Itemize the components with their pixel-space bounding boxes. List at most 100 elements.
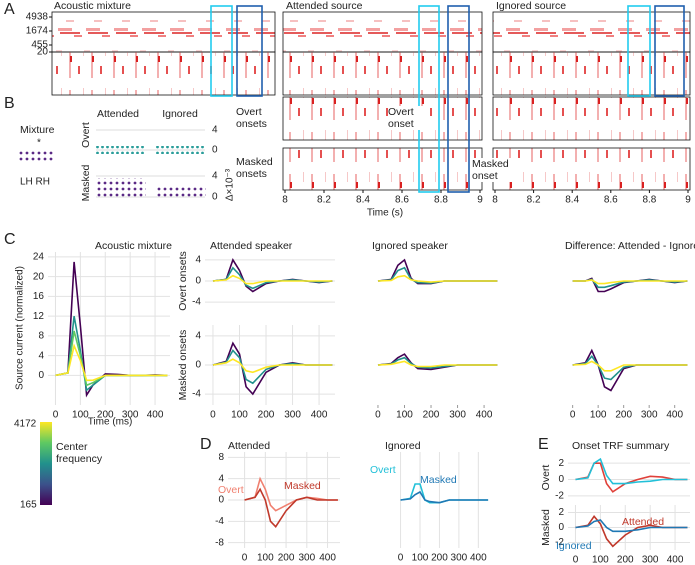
- x-tick-label: 0: [53, 410, 59, 421]
- x-tick-label: 200: [97, 410, 114, 421]
- y-tick-label: 24: [33, 252, 45, 263]
- chart-title: Difference: Attended - Ignored: [565, 240, 695, 252]
- panel-title: Acoustic mixture: [54, 0, 131, 12]
- y-tick-label: 0: [195, 276, 201, 287]
- x-tick-label: 100: [592, 555, 609, 565]
- chart-title: Ignored: [385, 440, 421, 452]
- x-tick-label: 0: [573, 555, 579, 565]
- series-line: [55, 330, 168, 387]
- y-axis-label: Overt onsets: [177, 251, 189, 311]
- y-tick-label: 2: [558, 458, 564, 469]
- x-tick-label: 0: [210, 410, 216, 421]
- x-tick-label: 300: [449, 410, 466, 421]
- y-axis-label: Source current (normalized): [15, 266, 26, 390]
- x-tick-label: 0: [398, 553, 404, 564]
- series-label: Overt: [218, 484, 244, 496]
- x-tick-label: 400: [470, 553, 487, 564]
- y-tick-label: 2: [558, 507, 564, 518]
- x-axis-label: Time (ms): [88, 417, 133, 428]
- y-axis-label: Δ×10⁻³: [225, 168, 236, 201]
- series-label: Overt: [370, 464, 396, 476]
- y-tick-label: 12: [33, 311, 45, 322]
- y-tick-label: 455: [31, 40, 48, 51]
- y-tick-label: 4938: [26, 12, 49, 23]
- dots: [96, 178, 146, 198]
- panel-title: Attended source: [286, 0, 363, 12]
- x-tick-label: 400: [476, 410, 493, 421]
- y-tick-label: 20: [33, 271, 45, 282]
- y-tick-label: -2: [555, 491, 564, 502]
- y-tick-label: 0: [218, 495, 224, 506]
- series-line: [212, 358, 333, 374]
- x-tick-label: 8.4: [356, 195, 370, 206]
- x-tick-label: 8.6: [604, 195, 618, 206]
- panel-label: A: [4, 1, 15, 18]
- colorbar: [40, 422, 52, 505]
- series-line: [377, 360, 498, 368]
- series-line: [212, 266, 333, 290]
- y-axis-label: Masked: [540, 509, 552, 546]
- dots: [96, 146, 146, 154]
- y-tick-label: 0: [195, 360, 201, 371]
- y-tick-label: 0: [212, 145, 218, 156]
- y-tick-label: 4: [195, 255, 201, 266]
- annotation: Overt onset: [388, 106, 428, 130]
- y-tick-label: 4: [38, 350, 44, 361]
- x-tick-label: 300: [641, 410, 658, 421]
- y-tick-label: -2: [555, 537, 564, 548]
- x-tick-label: 300: [284, 410, 301, 421]
- x-tick-label: 8.2: [317, 195, 331, 206]
- dots: [156, 146, 206, 154]
- colorbar-tick: 4172: [14, 419, 37, 430]
- x-tick-label: 100: [231, 410, 248, 421]
- y-axis-label: Overt: [540, 465, 552, 491]
- chart-title: Ignored speaker: [372, 240, 448, 252]
- highlight-boxes: [210, 5, 685, 193]
- panel-label: D: [200, 436, 212, 453]
- x-tick-label: 300: [642, 555, 659, 565]
- y-tick-label: -4: [192, 297, 201, 308]
- y-tick-label: 4: [212, 171, 218, 182]
- series-line: [572, 355, 688, 381]
- x-tick-label: 8.8: [434, 195, 448, 206]
- panel-label: B: [4, 95, 15, 112]
- x-tick-label: 400: [666, 410, 683, 421]
- panel-label: E: [538, 436, 549, 453]
- x-tick-label: 0: [570, 410, 576, 421]
- x-tick-label: 300: [298, 553, 315, 564]
- x-tick-label: 0: [375, 410, 381, 421]
- x-tick-label: 8: [282, 195, 288, 206]
- series-line: [572, 360, 688, 372]
- y-tick-label: 4: [212, 125, 218, 136]
- spectrograms: [51, 11, 691, 191]
- colorbar-tick: 165: [20, 500, 37, 511]
- series-line: [212, 274, 333, 285]
- series-line: [212, 258, 333, 293]
- y-tick-label: 0: [558, 522, 564, 533]
- x-tick-label: 8.8: [642, 195, 656, 206]
- x-tick-label: 100: [72, 410, 89, 421]
- y-axis-label: Masked onsets: [177, 330, 189, 401]
- y-tick-label: -8: [215, 537, 224, 548]
- x-tick-label: 100: [590, 410, 607, 421]
- x-tick-label: 200: [617, 555, 634, 565]
- series-line: [575, 457, 688, 485]
- series-line: [575, 519, 688, 533]
- row-label: Overt: [80, 122, 92, 148]
- x-tick-label: 9: [477, 195, 483, 206]
- row-label: Masked onsets: [236, 156, 273, 180]
- chart-title: Attended speaker: [210, 240, 293, 252]
- x-tick-label: 200: [278, 553, 295, 564]
- series-label: Ignored: [556, 540, 592, 552]
- chart-title: Acoustic mixture: [95, 240, 172, 252]
- x-axis-label: Time (s): [367, 208, 403, 219]
- series-line: [377, 274, 498, 283]
- y-tick-label: 0: [38, 370, 44, 381]
- series-label: Attended: [622, 516, 664, 528]
- x-tick-label: 400: [319, 553, 336, 564]
- significance: *: [37, 138, 41, 149]
- y-tick-label: -4: [215, 516, 224, 527]
- panel-title: Ignored source: [496, 0, 566, 12]
